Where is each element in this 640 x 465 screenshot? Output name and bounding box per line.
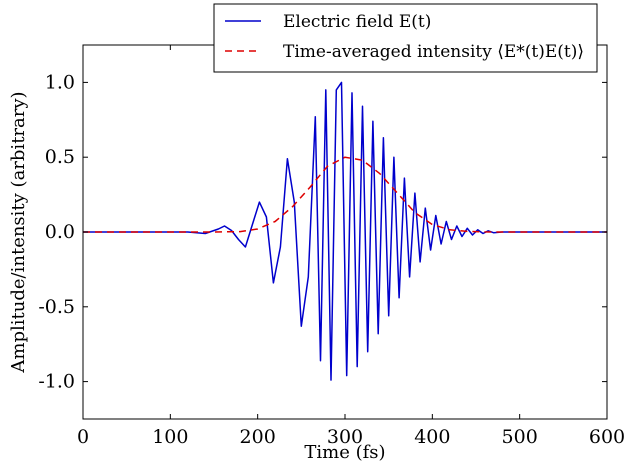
- legend-label-electric-field: Electric field E(t): [283, 12, 431, 32]
- x-tick-label: 600: [589, 426, 625, 448]
- y-tick-label: 0.0: [45, 221, 75, 243]
- x-tick-label: 300: [327, 426, 363, 448]
- x-axis-label: Time (fs): [304, 442, 385, 463]
- series-layer: [83, 81, 607, 381]
- x-tick-label: 400: [414, 426, 450, 448]
- x-tick-label: 500: [502, 426, 538, 448]
- series-line-0: [83, 81, 607, 381]
- series-line-1: [83, 156, 607, 233]
- x-tick-label: 200: [240, 426, 276, 448]
- y-tick-label: 1.0: [45, 71, 75, 93]
- ticks-layer: 0 100 200 300 400 500 600 1.0 0.5 0.0 -0.5 -1.0: [38, 45, 625, 448]
- y-tick-label: -1.0: [38, 371, 75, 393]
- legend-label-intensity: Time-averaged intensity ⟨E*(t)E(t)⟩: [283, 42, 584, 62]
- x-tick-label: 100: [152, 426, 188, 448]
- y-tick-label: 0.5: [45, 146, 75, 168]
- legend: Electric field E(t) Time-averaged intens…: [213, 3, 598, 73]
- x-tick-label: 0: [77, 426, 89, 448]
- y-axis-label: Amplitude/intensity (arbitrary): [8, 91, 29, 373]
- legend-box: [213, 3, 598, 73]
- y-tick-label: -0.5: [38, 296, 75, 318]
